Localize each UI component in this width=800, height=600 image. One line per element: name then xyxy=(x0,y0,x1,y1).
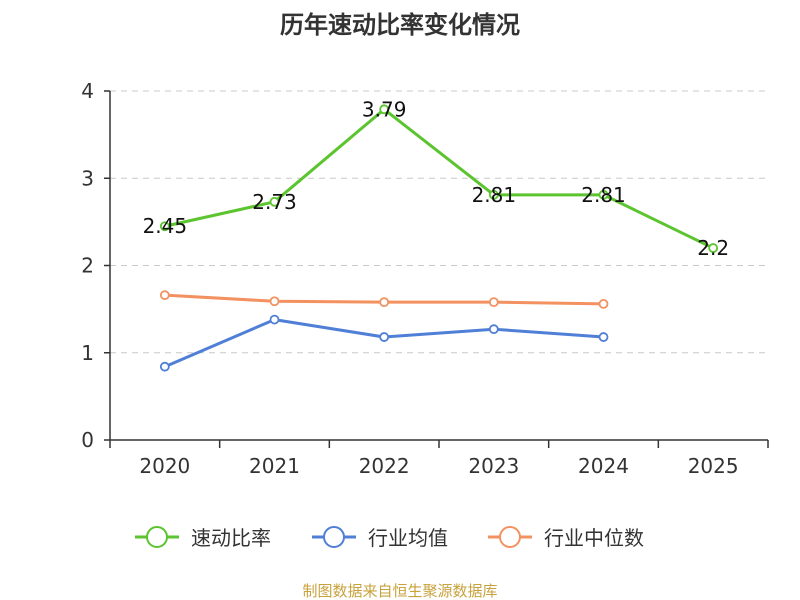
x-tick-label: 2021 xyxy=(249,454,300,478)
legend-item-2: 行业均值 xyxy=(312,526,448,550)
legend-label: 行业均值 xyxy=(368,526,448,550)
data-label: 3.79 xyxy=(362,97,407,121)
legend-item-3: 行业中位数 xyxy=(488,526,644,550)
series-line-1 xyxy=(164,107,714,250)
y-tick-label: 2 xyxy=(81,254,94,278)
axes: 0 1 2 3 4 2020 2021 2022 2023 2024 2025 xyxy=(81,79,769,478)
data-point xyxy=(159,221,170,232)
x-tick-label: 2025 xyxy=(688,454,739,478)
y-tick-label: 0 xyxy=(81,428,94,452)
series-group: 2.45 2.73 3.79 2.81 2.81 2.2 xyxy=(143,97,729,372)
source-label: 制图数据来自恒生聚源数据库 xyxy=(302,582,497,600)
data-point xyxy=(598,298,609,309)
data-point xyxy=(488,324,499,335)
data-point xyxy=(269,296,280,307)
data-point xyxy=(159,290,170,301)
legend: 速动比率 行业均值 行业中位数 xyxy=(135,526,644,550)
data-point xyxy=(598,332,609,342)
legend-marker xyxy=(323,526,345,548)
x-tick-label: 2023 xyxy=(468,454,519,478)
data-label: 2.81 xyxy=(581,183,626,207)
data-point xyxy=(708,243,719,253)
y-tick-label: 4 xyxy=(81,79,94,103)
x-tick-label: 2024 xyxy=(578,454,629,478)
data-point xyxy=(379,297,390,308)
data-point xyxy=(598,189,609,200)
data-label: 2.45 xyxy=(143,214,188,238)
data-label: 2.73 xyxy=(252,190,297,214)
data-point xyxy=(488,297,499,308)
legend-marker xyxy=(146,526,168,548)
data-point xyxy=(269,314,280,325)
data-label: 2.81 xyxy=(472,183,517,207)
data-point xyxy=(488,189,499,200)
x-tick-label: 2020 xyxy=(139,454,190,478)
chart-title: 历年速动比率变化情况 xyxy=(280,11,520,39)
data-label: 2.2 xyxy=(697,236,729,260)
data-point xyxy=(269,196,280,207)
legend-label: 速动比率 xyxy=(191,526,271,550)
legend-marker xyxy=(499,526,521,548)
y-tick-label: 3 xyxy=(81,166,94,190)
data-point xyxy=(379,104,390,115)
grid-lines xyxy=(110,90,768,354)
data-point xyxy=(159,361,170,372)
legend-item-1: 速动比率 xyxy=(135,526,271,550)
series-line-2 xyxy=(164,318,604,369)
y-tick-label: 1 xyxy=(81,341,94,365)
x-tick-label: 2022 xyxy=(359,454,410,478)
data-point xyxy=(379,332,390,342)
legend-label: 行业中位数 xyxy=(544,526,644,550)
